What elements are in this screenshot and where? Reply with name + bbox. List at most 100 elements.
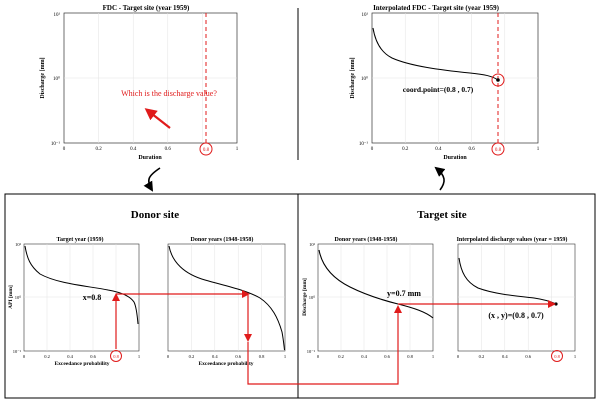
target-donor-years-ytick-mid: 10⁰ (309, 295, 316, 300)
target-year-xticks: 0 0.2 0.4 0.6 1 (23, 354, 140, 359)
interpolated-fdc-ylabel: Discharge [mm] (350, 57, 356, 98)
target-year-marker-label: 0.8 (113, 354, 119, 359)
interpolated-values-xticks: 0 0.2 0.4 0.6 1 (457, 354, 576, 359)
donor-years-curve (168, 245, 285, 351)
interpolated-values-annotation: (x , y)=(0.8 , 0.7) (488, 311, 544, 320)
up-flow-arrow (434, 166, 446, 191)
interpolated-fdc-xtick: 1 (537, 147, 540, 152)
interpolated-fdc-marker-label: 0.8 (495, 148, 502, 153)
target-donor-years-ylabel: Discharge [mm] (302, 278, 308, 316)
donor-years-plot: Donor years (1948-1958) 0 0.2 0.4 0.6 0.… (167, 236, 286, 367)
donor-years-xtick: 0.8 (259, 354, 265, 359)
interpolated-values-marker-label: 0.8 (554, 354, 560, 359)
fdc-target-ytick-top: 10¹ (54, 12, 61, 18)
target-year-plot: Target year (1959) 10¹ 10⁰ 10⁻¹ 0 0.2 0.… (8, 236, 140, 367)
donor-years-xtick: 0.4 (212, 354, 218, 359)
interpolated-values-axes (457, 243, 576, 352)
target-site-heading: Target site (417, 209, 467, 221)
target-year-xtick: 0.6 (90, 354, 96, 359)
fdc-target-xtick: 0.6 (165, 147, 172, 152)
fdc-target-xticks: 0 0.2 0.4 0.6 1 (63, 147, 239, 152)
target-donor-years-xtick: 0.2 (338, 354, 344, 359)
interpolated-values-curve (458, 257, 557, 305)
interpolated-values-marker-circle (551, 350, 563, 362)
interpolated-values-xtick: 0 (457, 354, 460, 359)
donor-years-title: Donor years (1948-1958) (191, 236, 254, 243)
target-year-ytick-bot: 10⁻¹ (13, 349, 22, 354)
target-donor-years-plot: Donor years (1948-1958) 10¹ 10⁰ 10⁻¹ 0 0… (302, 236, 434, 359)
target-year-ytick-mid: 10⁰ (15, 295, 22, 300)
bottom-frame (4, 193, 596, 399)
donor-years-xtick: 0.2 (189, 354, 195, 359)
target-year-curve (24, 245, 139, 325)
interpolated-values-xtick: 0.2 (479, 354, 485, 359)
interpolated-fdc-ytick-mid: 10⁰ (361, 76, 368, 82)
donor-years-grid (168, 244, 285, 351)
interpolated-values-xtick: 1 (574, 354, 576, 359)
target-donor-years-xtick: 0.4 (361, 354, 367, 359)
interpolated-fdc-xlabel: Duration (443, 155, 467, 161)
target-donor-years-title: Donor years (1948-1958) (335, 236, 398, 243)
interpolated-fdc-curve (372, 27, 499, 81)
target-year-ylabel: API [mm] (8, 285, 14, 309)
target-donor-years-curve (318, 249, 434, 319)
interpolated-fdc-point (496, 78, 500, 82)
interpolated-fdc-grid (372, 13, 538, 143)
fdc-target-xtick: 0 (63, 147, 66, 152)
interpolated-values-plot: Interpolated discharge values (year = 19… (457, 236, 576, 362)
interpolated-values-title: Interpolated discharge values (year = 19… (457, 236, 568, 243)
donor-years-axes (167, 243, 286, 352)
interpolated-fdc-panel: Interpolated FDC - Target site (year 195… (350, 4, 540, 161)
target-year-title: Target year (1959) (57, 236, 104, 243)
fdc-target-panel: FDC - Target site (year 1959) 10¹ 10⁰ 10… (40, 4, 239, 161)
target-donor-years-xtick: 0.8 (407, 354, 413, 359)
target-year-annotation: x=0.8 (83, 293, 102, 302)
fdc-target-xtick: 0.2 (95, 147, 102, 152)
target-donor-years-xticks: 0 0.2 0.4 0.6 0.8 1 (317, 354, 434, 359)
target-year-ytick-top: 10¹ (15, 242, 22, 247)
target-donor-years-ytick-top: 10¹ (309, 242, 316, 247)
target-year-marker-circle (110, 350, 122, 362)
donor-years-xtick: 1 (284, 354, 286, 359)
flow-arrows (112, 290, 556, 385)
target-year-xtick: 0.4 (67, 354, 73, 359)
fdc-target-ylabel: Discharge [mm] (40, 57, 46, 98)
interpolated-fdc-point-circle (491, 73, 505, 87)
target-donor-years-ytick-bot: 10⁻¹ (307, 349, 316, 354)
interpolated-fdc-xtick: 0.6 (468, 147, 475, 152)
target-year-xtick: 0.2 (44, 354, 50, 359)
interpolated-fdc-marker-circle (491, 142, 505, 156)
donor-site-heading: Donor site (131, 209, 179, 221)
target-year-xtick: 0 (23, 354, 26, 359)
interpolated-fdc-xticks: 0 0.2 0.4 0.6 1 (371, 147, 540, 152)
fdc-target-ytick-bot: 10⁻¹ (51, 141, 61, 147)
interpolated-values-point (554, 302, 558, 306)
donor-years-xtick: 0.6 (235, 354, 241, 359)
target-year-axes (23, 243, 140, 352)
interpolated-values-grid (458, 244, 575, 351)
target-donor-years-xtick: 0.6 (384, 354, 390, 359)
fdc-target-question-arrow (144, 108, 171, 129)
fdc-target-ytick-mid: 10⁰ (53, 76, 60, 82)
interpolated-fdc-ytick-top: 10¹ (362, 12, 369, 18)
arrow-to-target-duration (247, 305, 402, 385)
interpolated-fdc-title: Interpolated FDC - Target site (year 195… (373, 4, 500, 12)
target-donor-years-xtick: 0 (317, 354, 320, 359)
donor-years-xtick: 0 (167, 354, 170, 359)
fdc-target-marker-label: 0.8 (203, 148, 210, 153)
fdc-target-grid (64, 13, 237, 143)
interpolated-fdc-xtick: 0.4 (435, 147, 442, 152)
interpolated-values-xtick: 0.4 (502, 354, 508, 359)
fdc-target-xtick: 0.4 (130, 147, 137, 152)
interpolated-fdc-xtick: 0 (371, 147, 374, 152)
target-year-xlabel: Exceedance probability (54, 361, 109, 367)
fdc-target-xtick: 1 (236, 147, 239, 152)
fdc-target-xlabel: Duration (138, 155, 162, 161)
interpolated-fdc-xtick: 0.2 (402, 147, 409, 152)
target-donor-years-xtick: 1 (432, 354, 434, 359)
target-donor-years-annotation: y=0.7 mm (387, 289, 421, 298)
interpolated-fdc-coord-label: coord.point=(0.8 , 0.7) (403, 85, 474, 94)
donor-years-xlabel: Exceedance probability (198, 361, 253, 367)
interpolated-values-xtick: 0.6 (525, 354, 531, 359)
